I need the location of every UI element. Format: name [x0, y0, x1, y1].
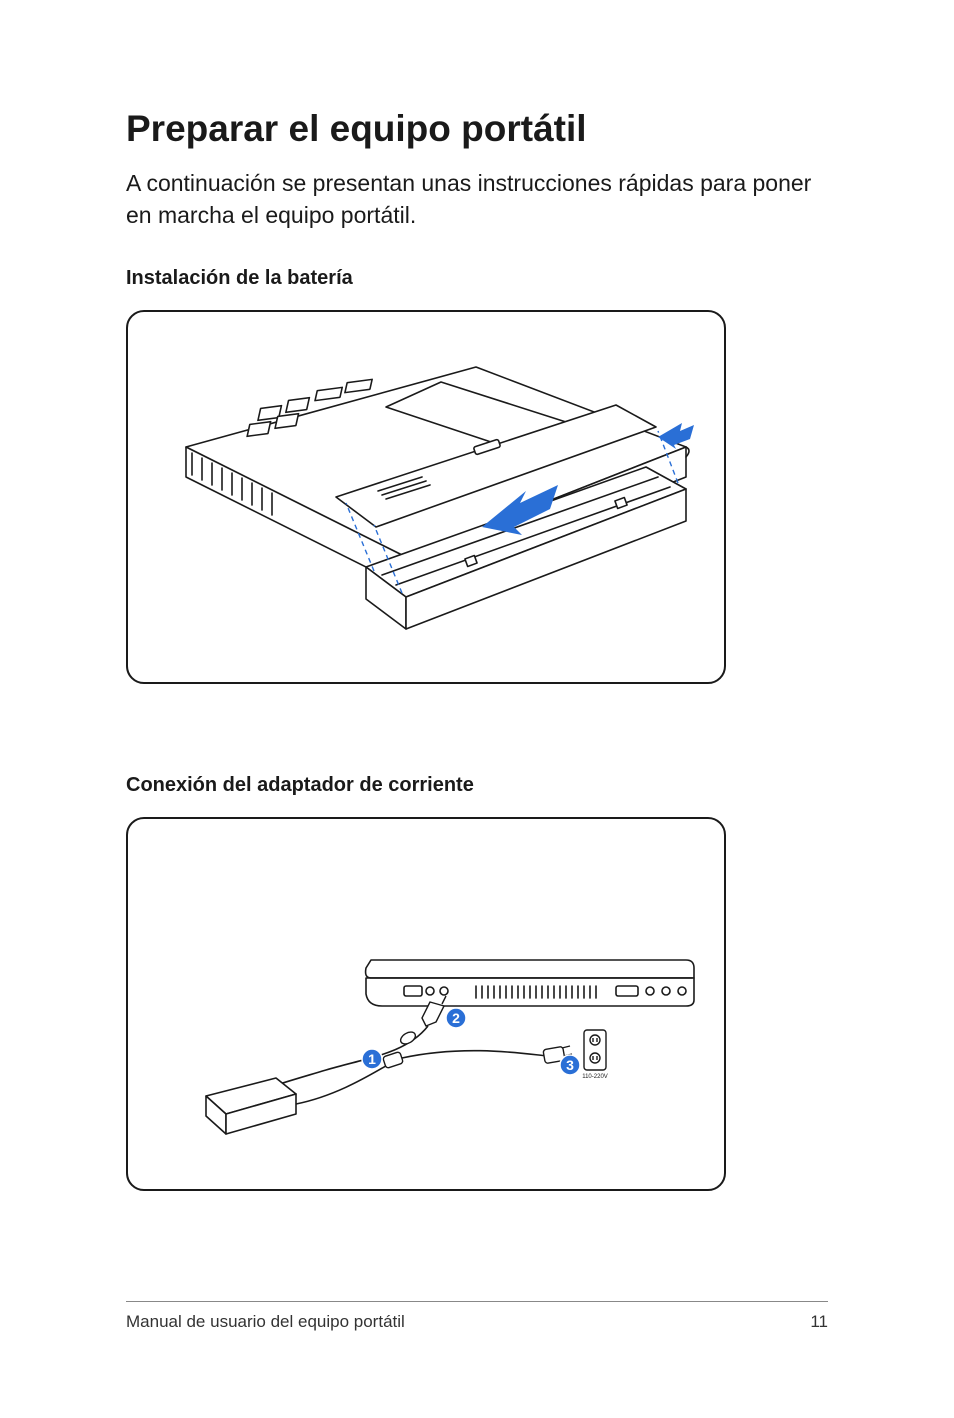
page-title: Preparar el equipo portátil [126, 108, 828, 150]
outlet-voltage-label: 110-220V [582, 1074, 608, 1080]
intro-paragraph: A continuación se presentan unas instruc… [126, 168, 828, 231]
callout-3: 3 [560, 1055, 580, 1075]
adapter-connect-illustration: 110-220V 1 2 3 [146, 834, 706, 1174]
section2-heading: Conexión del adaptador de corriente [126, 774, 828, 797]
document-page: Preparar el equipo portátil A continuaci… [0, 0, 954, 1418]
svg-text:1: 1 [368, 1051, 376, 1067]
section1-heading: Instalación de la batería [126, 267, 828, 290]
footer-text: Manual de usuario del equipo portátil [126, 1312, 405, 1332]
callout-2: 2 [446, 1008, 466, 1028]
svg-text:2: 2 [452, 1010, 460, 1026]
figure-adapter-connect: 110-220V 1 2 3 [126, 817, 726, 1191]
callout-1: 1 [362, 1049, 382, 1069]
svg-text:3: 3 [566, 1057, 574, 1073]
battery-install-illustration [146, 327, 706, 667]
figure-battery-install [126, 310, 726, 684]
page-footer: Manual de usuario del equipo portátil 11 [126, 1301, 828, 1332]
page-number: 11 [810, 1312, 828, 1332]
